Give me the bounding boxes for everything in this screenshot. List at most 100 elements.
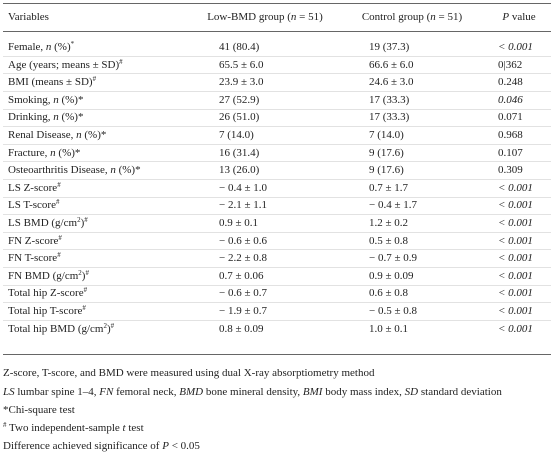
text-run: 0.5 ± 0.8: [369, 234, 409, 247]
text-run: Z-score, T-score, and BMD were measured …: [3, 367, 375, 379]
table-cell: 7 (14.0): [369, 128, 404, 142]
table-cell: − 0.4 ± 1.7: [369, 198, 417, 212]
text-run: #: [84, 216, 88, 224]
text-run: t: [122, 422, 126, 434]
table-cell: − 0.5 ± 0.8: [369, 304, 417, 318]
text-run: (%)*: [55, 146, 81, 159]
text-run: − 0.7 ± 0.9: [369, 252, 417, 265]
text-run: #: [57, 180, 61, 189]
table-cell: < 0.001: [498, 40, 533, 54]
table-cell: 0.7 ± 1.7: [369, 181, 408, 195]
text-run: LS T-score: [8, 199, 56, 212]
text-run: < 0.001: [498, 287, 533, 300]
text-run: test: [125, 422, 144, 434]
row-separator: [3, 55, 551, 57]
text-run: Age (years; means ± SD): [8, 58, 120, 71]
text-run: 0.968: [498, 129, 523, 141]
row-label: LS Z-score#: [8, 181, 61, 195]
text-run: − 0.5 ± 0.8: [369, 305, 417, 317]
text-run: FN T-score: [8, 252, 58, 265]
table-cell: 0.248: [498, 75, 523, 89]
row-separator: [3, 231, 551, 233]
text-run: Female,: [8, 41, 46, 53]
table-cell: 1.0 ± 0.1: [369, 322, 408, 336]
text-run: LS Z-score: [8, 181, 58, 194]
text-run: n: [76, 129, 82, 141]
text-run: (%)*: [58, 93, 84, 106]
table-cell: 1.2 ± 0.2: [369, 216, 408, 230]
row-separator: [3, 319, 551, 321]
text-run: − 2.1 ± 1.1: [219, 199, 267, 212]
text-run: 0.6 ± 0.8: [369, 287, 409, 300]
text-run: 0.071: [498, 111, 523, 124]
row-separator: [3, 73, 551, 75]
row-separator: [3, 126, 551, 128]
text-run: Low-BMD group (: [207, 11, 291, 23]
text-run: Total hip Z-score: [8, 287, 84, 300]
row-label: Renal Disease, n (%)*: [8, 128, 106, 142]
text-run: body mass index,: [322, 386, 405, 398]
text-run: − 2.2 ± 0.8: [219, 252, 267, 265]
table-cell: 0.071: [498, 110, 523, 124]
table-cell: 0.9 ± 0.09: [369, 269, 414, 283]
table-cell: 17 (33.3): [369, 110, 409, 124]
text-run: 1.0 ± 0.1: [369, 322, 409, 335]
text-run: LS BMD (g/cm: [8, 217, 78, 229]
table-cell: 65.5 ± 6.0: [219, 58, 264, 72]
text-run: BMI (means ± SD): [8, 76, 93, 89]
table-cell: 41 (80.4): [219, 40, 259, 54]
text-run: #: [119, 57, 123, 66]
row-label: LS T-score#: [8, 198, 59, 212]
text-run: Two independent-sample: [6, 422, 123, 434]
row-label: Fracture, n (%)*: [8, 146, 80, 160]
text-run: 19 (37.3): [369, 41, 410, 53]
text-run: < 0.001: [498, 41, 533, 53]
text-run: 65.5 ± 6.0: [219, 58, 264, 71]
row-label: FN Z-score#: [8, 234, 62, 248]
row-label: FN T-score#: [8, 251, 61, 265]
text-run: #: [83, 286, 88, 295]
text-run: − 0.4 ± 1.7: [369, 199, 417, 212]
table-cell: 0|362: [498, 58, 522, 72]
header-cell: P value: [502, 10, 535, 24]
table-cell: 0.107: [498, 146, 523, 160]
text-run: lumbar spine 1–4,: [14, 386, 100, 398]
text-run: *: [70, 40, 75, 48]
text-run: n: [110, 164, 116, 177]
table-cell: < 0.001: [498, 216, 533, 230]
text-run: Variables: [8, 11, 49, 23]
table-cell: < 0.001: [498, 181, 533, 195]
table-cell: − 2.2 ± 0.8: [219, 251, 267, 265]
text-run: (%)*: [81, 129, 107, 141]
text-run: − 0.6 ± 0.6: [219, 234, 267, 247]
table-cell: 0.5 ± 0.8: [369, 234, 408, 248]
header-cell: Variables: [8, 10, 49, 24]
table-cell: 17 (33.3): [369, 93, 409, 107]
text-run: 2: [103, 321, 107, 330]
row-label: Total hip T-score#: [8, 304, 86, 318]
row-separator: [3, 302, 551, 304]
table-cell: 0.6 ± 0.8: [369, 286, 408, 300]
table-cell: < 0.001: [498, 269, 533, 283]
footnote: # Two independent-sample t test: [3, 421, 144, 435]
text-run: Control group (: [361, 11, 431, 23]
text-run: FN: [99, 386, 114, 398]
table-cell: 0.7 ± 0.06: [219, 269, 264, 283]
text-run: 16 (31.4): [219, 146, 260, 159]
text-run: < 0.05: [168, 440, 200, 452]
row-label: FN BMD (g/cm2)#: [8, 269, 89, 283]
table-cell: 9 (17.6): [369, 163, 404, 177]
table-cell: − 0.7 ± 0.9: [369, 251, 417, 265]
text-run: 27 (52.9): [219, 93, 260, 106]
row-separator: [3, 267, 551, 268]
table-cell: < 0.001: [498, 251, 533, 265]
text-run: 23.9 ± 3.0: [219, 76, 264, 89]
text-run: Drinking,: [8, 111, 54, 124]
text-run: standard deviation: [418, 386, 502, 398]
table-cell: 0.9 ± 0.1: [219, 216, 258, 230]
table-cell: 0.8 ± 0.09: [219, 322, 264, 336]
text-run: 7 (14.0): [219, 129, 254, 141]
text-run: ): [80, 217, 85, 229]
text-run: n: [45, 41, 52, 53]
